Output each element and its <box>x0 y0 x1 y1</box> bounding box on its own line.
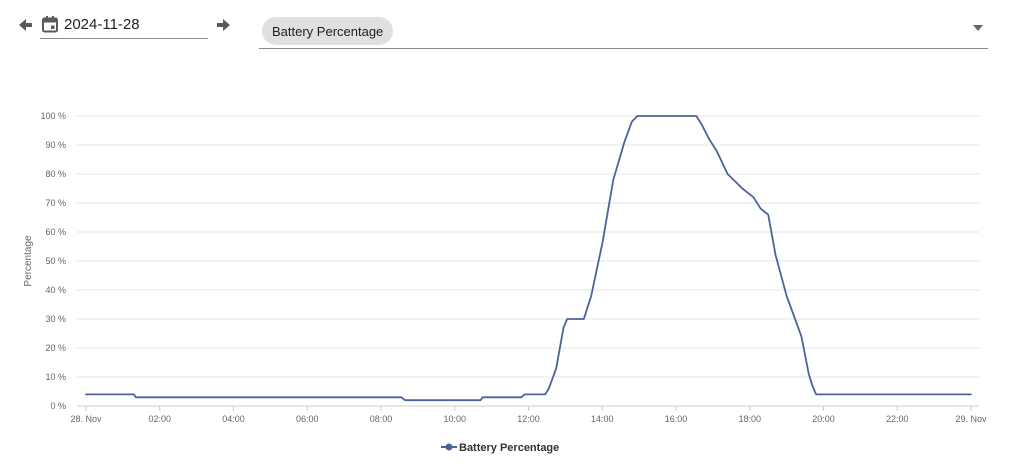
y-tick-label: 70 % <box>45 198 66 208</box>
y-tick-label: 0 % <box>50 401 66 411</box>
series-line[interactable] <box>85 115 972 402</box>
x-tick-label: 14:00 <box>591 414 614 424</box>
y-tick-label: 30 % <box>45 314 66 324</box>
toolbar: 2024-11-28 Battery Percentage <box>0 0 1024 60</box>
x-tick-label: 04:00 <box>222 414 245 424</box>
legend-marker <box>445 443 453 451</box>
x-tick-label: 29. Nov <box>955 414 987 424</box>
date-input[interactable]: 2024-11-28 <box>40 10 208 39</box>
x-tick-label: 20:00 <box>812 414 835 424</box>
y-tick-label: 10 % <box>45 372 66 382</box>
y-tick-label: 60 % <box>45 227 66 237</box>
y-tick-label: 50 % <box>45 256 66 266</box>
chart-grid <box>77 115 979 407</box>
x-tick-label: 18:00 <box>738 414 761 424</box>
x-axis: 28. Nov 02:00 04:00 06:00 08:00 10:00 12:00 14:… <box>70 406 987 424</box>
x-tick-label: 06:00 <box>296 414 319 424</box>
x-tick-label: 12:00 <box>517 414 540 424</box>
y-axis-ticks: 0 % 10 % 20 % 30 % 40 % 50 % 60 % 70 % 80 % 90 % 1… <box>40 111 66 411</box>
x-tick-label: 16:00 <box>665 414 688 424</box>
y-tick-label: 40 % <box>45 285 66 295</box>
chevron-down-icon[interactable] <box>973 25 983 31</box>
legend-item-battery-percentage[interactable]: Battery Percentage <box>459 442 559 454</box>
x-tick-label: 02:00 <box>148 414 171 424</box>
selected-metric-chip[interactable]: Battery Percentage <box>262 17 394 45</box>
y-tick-label: 20 % <box>45 343 66 353</box>
x-tick-label: 28. Nov <box>70 414 102 424</box>
date-value: 2024-11-28 <box>64 15 140 33</box>
calendar-icon[interactable] <box>41 15 59 33</box>
y-tick-label: 80 % <box>45 169 66 179</box>
chart-legend[interactable]: Battery Percentage <box>441 442 559 454</box>
arrow-left-icon[interactable] <box>14 14 36 36</box>
metric-select[interactable]: Battery Percentage <box>259 14 988 49</box>
series-battery-percentage <box>85 115 972 402</box>
x-tick-label: 10:00 <box>443 414 466 424</box>
x-tick-label: 22:00 <box>886 414 909 424</box>
arrow-right-icon[interactable] <box>213 14 235 36</box>
y-axis-label: Percentage <box>23 235 34 287</box>
y-tick-label: 100 % <box>40 111 66 121</box>
y-tick-label: 90 % <box>45 140 66 150</box>
x-tick-label: 08:00 <box>370 414 393 424</box>
